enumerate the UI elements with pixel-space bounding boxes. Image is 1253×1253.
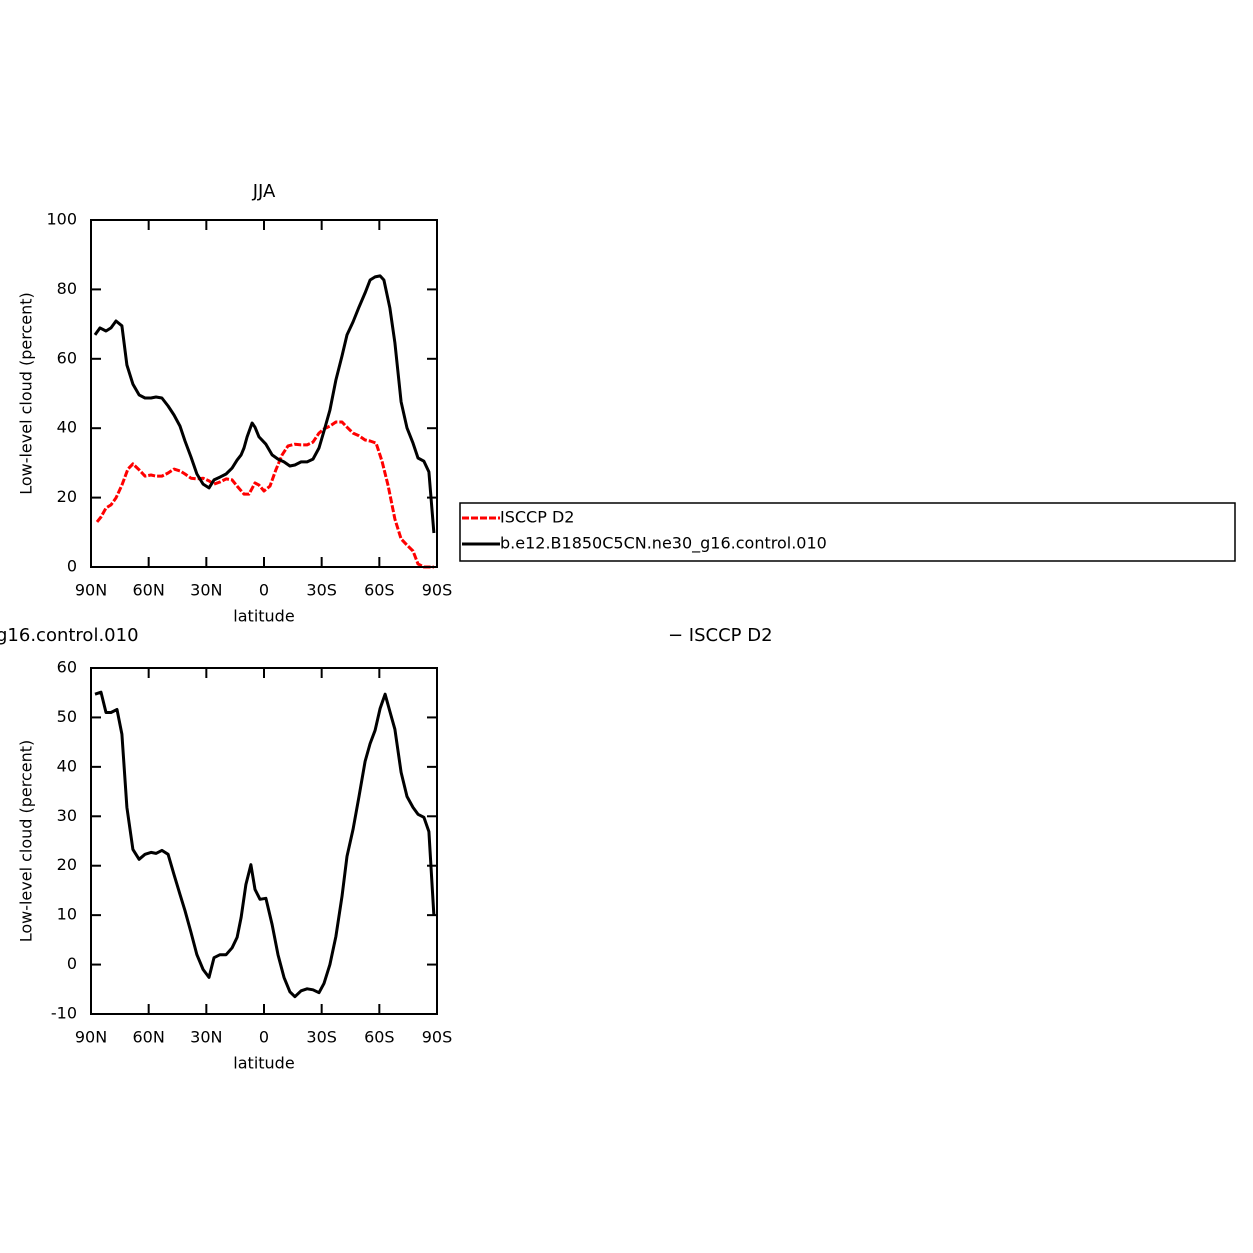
x-tick-label: 90S bbox=[422, 581, 453, 600]
y-tick-label: 40 bbox=[57, 756, 77, 775]
y-tick-label: 0 bbox=[67, 954, 77, 973]
y-tick-label: 40 bbox=[57, 418, 77, 437]
x-tick-label: 60S bbox=[364, 581, 395, 600]
y-tick-label: 20 bbox=[57, 855, 77, 874]
x-tick-label: 90N bbox=[75, 1028, 107, 1047]
plot-frame bbox=[90, 667, 438, 1015]
y-tick-label: 60 bbox=[57, 348, 77, 367]
y-tick-label: 30 bbox=[57, 806, 77, 825]
x-axis-label: latitude bbox=[233, 607, 294, 626]
x-tick-label: 60S bbox=[364, 1028, 395, 1047]
y-tick-label: 50 bbox=[57, 707, 77, 726]
y-axis-label: Low-level cloud (percent) bbox=[17, 740, 36, 943]
legend-box bbox=[459, 502, 1236, 562]
y-tick-label: 60 bbox=[57, 658, 77, 677]
chart-title: − ISCCP D2 bbox=[668, 625, 773, 646]
data-line bbox=[94, 690, 436, 999]
chart-title: JJA bbox=[252, 181, 276, 202]
x-tick-label: 90S bbox=[422, 1028, 453, 1047]
y-tick-label: 10 bbox=[57, 905, 77, 924]
x-tick-label: 60N bbox=[133, 581, 165, 600]
legend-label: b.e12.B1850C5CN.ne30_g16.control.010 bbox=[500, 534, 827, 554]
y-tick-label: 80 bbox=[57, 279, 77, 298]
x-tick-label: 60N bbox=[133, 1028, 165, 1047]
x-axis-label: latitude bbox=[233, 1054, 294, 1073]
data-line bbox=[93, 274, 436, 534]
x-tick-label: 30S bbox=[306, 581, 337, 600]
x-tick-label: 0 bbox=[259, 581, 269, 600]
legend-label: ISCCP D2 bbox=[500, 508, 574, 527]
y-tick-label: -10 bbox=[51, 1004, 77, 1023]
chart-title: g16.control.010 bbox=[0, 625, 139, 646]
plot-frame bbox=[90, 219, 438, 568]
x-tick-label: 30S bbox=[306, 1028, 337, 1047]
y-tick-label: 100 bbox=[46, 210, 77, 229]
x-tick-label: 30N bbox=[190, 1028, 222, 1047]
x-tick-label: 30N bbox=[190, 581, 222, 600]
x-tick-label: 0 bbox=[259, 1028, 269, 1047]
x-tick-label: 90N bbox=[75, 581, 107, 600]
y-tick-label: 20 bbox=[57, 487, 77, 506]
data-line bbox=[95, 420, 434, 569]
y-tick-label: 0 bbox=[67, 557, 77, 576]
y-axis-label: Low-level cloud (percent) bbox=[17, 292, 36, 495]
